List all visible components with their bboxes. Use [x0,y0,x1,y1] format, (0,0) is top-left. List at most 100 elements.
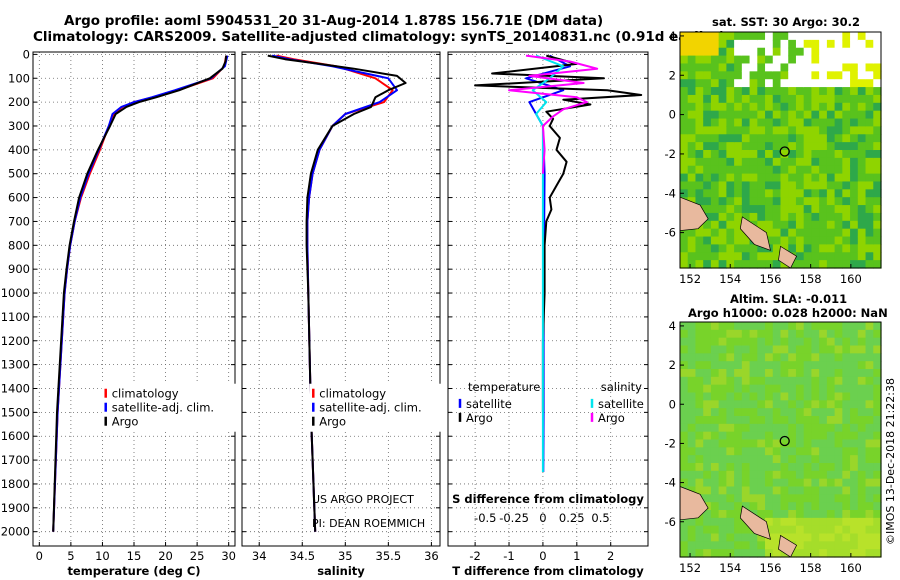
heatmap-cell [749,329,758,339]
x-tick-label: 154 [719,272,741,286]
heatmap-cell [803,486,813,495]
heatmap-cell [842,150,851,159]
heatmap-cell [780,525,789,535]
heatmap-cell [780,329,789,339]
heatmap-cell [710,173,720,183]
heatmap-cell [865,165,874,175]
heatmap-cell [788,408,797,417]
heatmap-cell [718,236,727,245]
heatmap-cell [834,32,843,41]
heatmap-cell [826,455,836,464]
heatmap-cell [772,431,782,441]
heatmap-cell [695,533,704,542]
heatmap-cell [873,236,882,245]
legend-box [101,383,240,432]
heatmap-cell [757,322,766,331]
heatmap-cell [857,212,867,222]
heatmap-cell [757,345,766,354]
heatmap-cell [811,157,820,167]
heatmap-cell [710,150,720,159]
heatmap-cell [842,39,851,49]
heatmap-cell [718,39,727,49]
heatmap-cell [865,260,874,269]
heatmap-cell [710,212,720,222]
heatmap-cell [772,533,782,542]
heatmap-cell [788,165,797,175]
heatmap-cell [857,165,867,175]
heatmap-cell [687,400,697,409]
heatmap-cell [873,165,882,175]
heatmap-cell [734,502,743,511]
heatmap-cell [850,55,859,65]
heatmap-cell [780,478,789,488]
heatmap-cell [710,189,720,198]
heatmap-cell [749,150,758,159]
heatmap-cell [850,463,859,472]
heatmap-cell [772,376,782,386]
heatmap-cell [695,423,704,433]
heatmap-cell [795,142,805,151]
heatmap-cell [757,439,766,448]
heatmap-cell [765,525,774,535]
heatmap-cell [765,157,774,167]
heatmap-cell [795,541,805,550]
heatmap-cell [873,252,882,261]
sst-map-title: sat. SST: 30 Argo: 30.2 [712,15,861,29]
heatmap-cell [811,47,820,57]
heatmap-cell [687,361,697,370]
heatmap-cell [703,244,712,253]
heatmap-cell [718,173,727,183]
heatmap-cell [703,55,712,65]
heatmap-cell [803,94,813,104]
heatmap-cell [850,212,859,222]
heatmap-cell [757,494,766,503]
heatmap-cell [857,416,867,425]
heatmap-cell [757,486,766,495]
heatmap-cell [795,439,805,448]
heatmap-cell [741,260,751,269]
heatmap-cell [834,142,843,151]
heatmap-cell [819,517,828,527]
heatmap-cell [765,220,774,230]
heatmap-cell [811,244,820,253]
heatmap-cell [749,212,758,222]
panel-salinity: 34 34.5 35 35.5 36salinityclimatologysatelli… [241,51,448,578]
heatmap-cell [865,212,874,222]
heatmap-cell [710,486,720,495]
heatmap-cell [842,431,851,441]
heatmap-cell [772,353,782,362]
heatmap-cell [718,549,727,558]
heatmap-cell [726,353,735,362]
heatmap-cell [788,236,797,245]
heatmap-cell [687,463,697,472]
x-tick-label: 36 [424,549,439,563]
heatmap-cell [865,337,874,347]
heatmap-cell [695,525,704,535]
heatmap-cell [680,244,689,253]
heatmap-cell [741,361,751,370]
heatmap-cell [788,118,797,127]
heatmap-cell [703,549,712,558]
heatmap-cell [857,486,867,495]
heatmap-cell [772,126,782,135]
heatmap-cell [826,447,836,456]
panel-temperature: 0 5 10 15 20 25 300100200300400500600700800900… [1,47,240,578]
heatmap-cell [680,549,689,558]
heatmap-cell [865,400,874,409]
heatmap-cell [834,87,843,96]
heatmap-cell [710,165,720,175]
heatmap-cell [710,541,720,550]
heatmap-cell [726,173,735,183]
heatmap-cell [850,220,859,230]
heatmap-cell [819,260,828,269]
heatmap-cell [741,486,751,495]
heatmap-cell [734,102,743,112]
heatmap-cell [819,345,828,354]
heatmap-cell [803,220,813,230]
heatmap-cell [741,173,751,183]
heatmap-cell [842,126,851,135]
heatmap-cell [703,63,712,72]
heatmap-cell [741,110,751,120]
heatmap-cell [811,447,820,456]
heatmap-cell [803,244,813,253]
